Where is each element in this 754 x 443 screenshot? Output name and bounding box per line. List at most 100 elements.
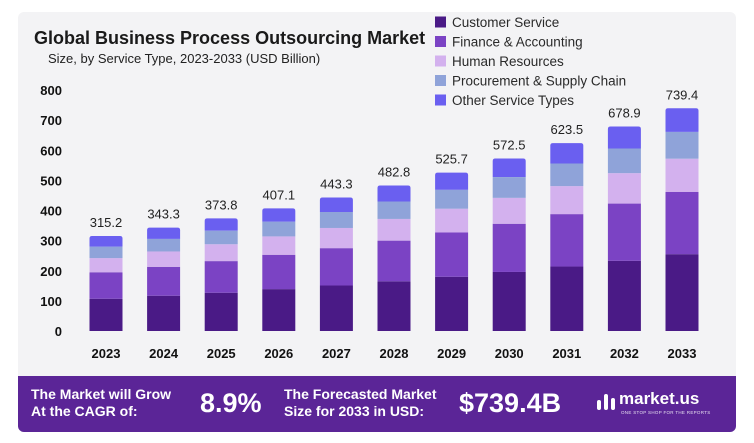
bar-segment	[89, 236, 123, 247]
bar-segment	[147, 238, 181, 252]
chart-subtitle: Size, by Service Type, 2023-2033 (USD Bi…	[48, 51, 320, 66]
cagr-label: The Market will Grow At the CAGR of:	[31, 386, 171, 420]
chart-title: Global Business Process Outsourcing Mark…	[34, 28, 425, 48]
bar-segment	[377, 201, 411, 219]
bar-segment	[319, 248, 353, 286]
bar-segment	[550, 163, 584, 187]
bar-total-label: 343.3	[147, 207, 180, 222]
bar-segment	[665, 108, 699, 132]
bars: 315.2 343.3 373.8 407.1 443.3 482.8 525.7 572.5…	[89, 87, 699, 331]
bar-segment	[607, 126, 641, 149]
forecast-value: $739.4B	[459, 388, 562, 418]
forecast-label-line2: Size for 2033 in USD:	[284, 403, 425, 419]
bar-total-label: 623.5	[551, 122, 584, 137]
legend-label: Human Resources	[452, 54, 564, 69]
y-tick-label: 600	[40, 143, 62, 158]
cagr-label-line2: At the CAGR of:	[31, 403, 138, 419]
bar-segment	[607, 203, 641, 261]
bar-segment	[319, 212, 353, 228]
bar-segment	[262, 254, 296, 290]
legend: Customer Service Finance & Accounting Huma…	[435, 15, 626, 108]
bar-total-label: 482.8	[378, 165, 411, 180]
bar-segment	[665, 191, 699, 255]
x-tick-label: 2029	[437, 346, 466, 361]
bar-segment	[607, 260, 641, 331]
bar-segment	[204, 261, 238, 293]
cagr-value: 8.9%	[200, 388, 262, 418]
bar-segment	[435, 172, 469, 190]
footer-banner: The Market will Grow At the CAGR of: 8.9…	[18, 376, 736, 432]
bar-segment	[89, 298, 123, 331]
bar-segment	[204, 244, 238, 262]
bar-segment	[319, 227, 353, 249]
bar-segment	[550, 143, 584, 164]
x-axis: 2023 2024 2025 2026 2027 2028 2029 2030 2031 2032…	[92, 346, 697, 361]
bar-segment	[319, 197, 353, 213]
bar-segment	[204, 292, 238, 331]
legend-swatch	[435, 75, 446, 86]
bar-total-label: 572.5	[493, 138, 526, 153]
bar-segment	[665, 254, 699, 331]
bar-segment	[435, 208, 469, 233]
bar-segment	[607, 148, 641, 174]
bar-total-label: 525.7	[435, 152, 468, 167]
x-tick-label: 2031	[552, 346, 581, 361]
bar-total-label: 373.8	[205, 197, 238, 212]
bar-segment	[665, 131, 699, 159]
bar-segment	[262, 289, 296, 331]
bar-segment	[550, 214, 584, 267]
bar-segment	[435, 189, 469, 209]
bar-total-label: 739.4	[666, 87, 699, 102]
bar-segment	[492, 223, 526, 272]
x-tick-label: 2028	[380, 346, 409, 361]
bar-segment	[89, 258, 123, 273]
bar-segment	[147, 227, 181, 239]
bar-segment	[607, 173, 641, 204]
x-tick-label: 2023	[92, 346, 121, 361]
bar-segment	[492, 177, 526, 198]
bar-segment	[147, 295, 181, 331]
bar-segment	[377, 240, 411, 282]
y-tick-label: 800	[40, 83, 62, 98]
brand-name: market.us	[619, 389, 700, 408]
bar-total-label: 678.9	[608, 105, 641, 120]
y-axis: 0 100 200 300 400 500 600 700 800	[40, 83, 62, 339]
x-tick-label: 2024	[149, 346, 179, 361]
bar-segment	[492, 271, 526, 331]
legend-swatch	[435, 94, 446, 106]
bar-segment	[319, 285, 353, 331]
legend-swatch	[435, 55, 446, 67]
legend-label: Finance & Accounting	[452, 35, 583, 50]
y-tick-label: 200	[40, 264, 62, 279]
legend-label: Customer Service	[452, 15, 559, 30]
bar-segment	[89, 272, 123, 299]
brand-tagline: ONE STOP SHOP FOR THE REPORTS	[621, 410, 711, 415]
legend-swatch	[435, 36, 446, 47]
bar-segment	[435, 276, 469, 331]
bar-segment	[435, 232, 469, 277]
x-tick-label: 2026	[264, 346, 293, 361]
legend-swatch	[435, 16, 446, 28]
bar-segment	[377, 185, 411, 202]
x-tick-label: 2025	[207, 346, 236, 361]
y-tick-label: 0	[55, 324, 62, 339]
bar-segment	[89, 246, 123, 259]
bar-segment	[147, 266, 181, 296]
y-tick-label: 500	[40, 173, 62, 188]
bar-segment	[377, 281, 411, 331]
chart-card: Global Business Process Outsourcing Mark…	[18, 12, 736, 432]
legend-label: Other Service Types	[452, 93, 574, 108]
y-tick-label: 400	[40, 204, 62, 219]
market-us-logo-icon	[597, 394, 615, 410]
bar-segment	[147, 251, 181, 267]
bar-segment	[262, 221, 296, 237]
y-tick-label: 300	[40, 234, 62, 249]
cagr-label-line1: The Market will Grow	[31, 386, 172, 402]
y-tick-label: 700	[40, 113, 62, 128]
bar-segment	[377, 218, 411, 241]
bar-segment	[262, 236, 296, 255]
legend-label: Procurement & Supply Chain	[452, 74, 626, 89]
x-tick-label: 2027	[322, 346, 351, 361]
forecast-label-line1: The Forecasted Market	[284, 386, 437, 402]
bar-segment	[550, 266, 584, 331]
